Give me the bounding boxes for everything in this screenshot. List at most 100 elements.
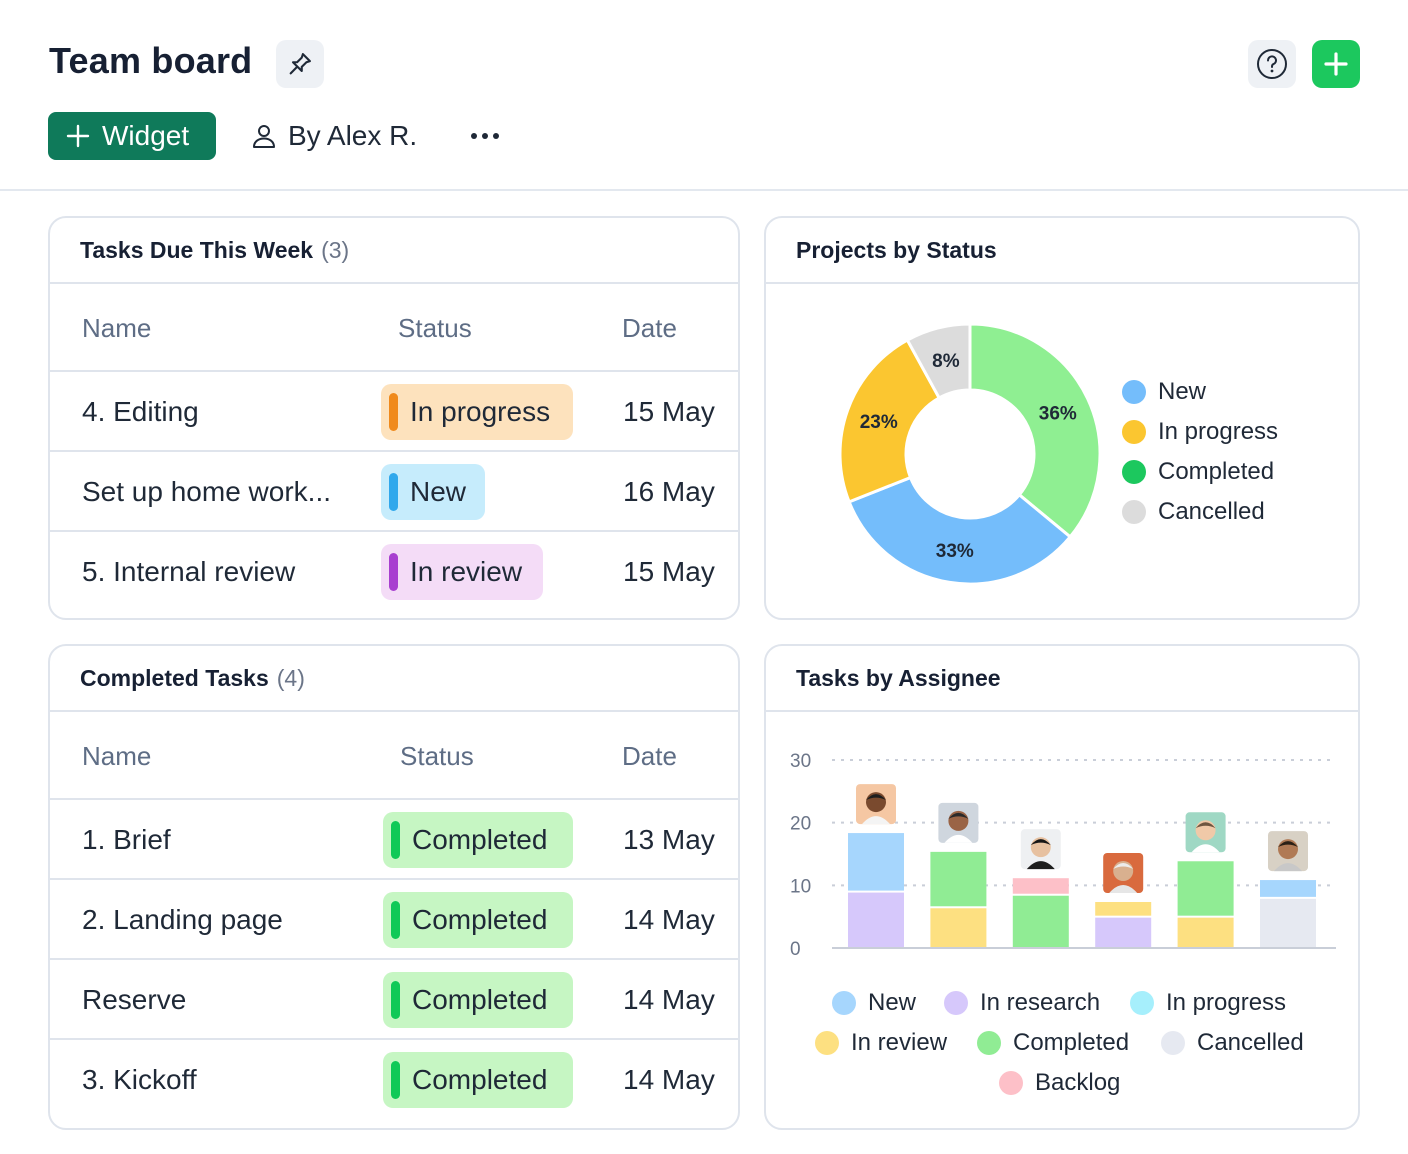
donut-slice-in-progress[interactable] xyxy=(838,338,942,504)
column-date[interactable]: Date xyxy=(622,740,677,771)
donut-label-cancelled: 8% xyxy=(932,351,960,372)
y-tick-label: 10 xyxy=(790,876,811,897)
task-name[interactable]: 1. Brief xyxy=(82,824,171,855)
add-button[interactable] xyxy=(1312,40,1360,88)
column-name[interactable]: Name xyxy=(82,312,152,343)
add-widget-button[interactable]: Widget xyxy=(48,112,216,160)
task-date: 15 May xyxy=(623,556,715,587)
more-options-button[interactable] xyxy=(468,112,502,160)
legend-item-cancelled: Cancelled xyxy=(1122,498,1265,526)
status-badge[interactable]: Completed xyxy=(383,972,573,1028)
legend-item-new: New xyxy=(1122,378,1206,406)
table-row[interactable]: 4. Editing In progress 15 May xyxy=(50,372,738,452)
bar-segment-new[interactable] xyxy=(848,833,904,891)
legend-item-in-progress: In progress xyxy=(1122,418,1278,446)
board-header: Team board Widget By Alex R. xyxy=(0,0,1408,191)
bar-segment-cancelled[interactable] xyxy=(1260,898,1316,947)
table-row[interactable]: Set up home work... New 16 May xyxy=(50,452,738,532)
widget-title: Projects by Status xyxy=(796,236,997,263)
table-row[interactable]: 2. Landing page Completed 14 May xyxy=(50,880,738,960)
tasks-due-widget: Tasks Due This Week (3) Name Status Date… xyxy=(48,216,740,620)
widget-title: Tasks by Assignee xyxy=(796,664,1001,691)
bar-segment-in-review[interactable] xyxy=(1095,902,1152,916)
tasks-by-assignee-widget: Tasks by Assignee 0 10 20 30 New In researc… xyxy=(764,644,1360,1130)
status-badge[interactable]: New xyxy=(381,464,485,520)
widget-title: Tasks Due This Week xyxy=(80,236,314,263)
task-name[interactable]: Reserve xyxy=(82,984,187,1015)
task-date: 14 May xyxy=(623,1064,715,1095)
status-label: Completed xyxy=(412,1064,548,1095)
status-label: Completed xyxy=(412,904,548,935)
status-label: New xyxy=(410,476,467,507)
assignee-avatar[interactable] xyxy=(856,784,896,825)
assignee-avatar[interactable] xyxy=(1268,831,1308,872)
bar-segment-in-research[interactable] xyxy=(1095,917,1152,947)
table-row[interactable]: 5. Internal review In review 15 May xyxy=(50,532,738,612)
legend-item-new: New xyxy=(832,989,916,1017)
assignee-avatar[interactable] xyxy=(938,802,979,843)
assignee-bar-chart: 0 10 20 30 xyxy=(790,751,1336,960)
task-name[interactable]: 4. Editing xyxy=(82,396,199,427)
table-row[interactable]: 1. Brief Completed 13 May xyxy=(50,800,738,880)
donut-label-completed: 36% xyxy=(1039,404,1077,425)
bar-segment-completed[interactable] xyxy=(1177,861,1234,916)
widget-count: (3) xyxy=(321,236,350,263)
completed-tasks-widget: Completed Tasks (4) Name Status Date 1. … xyxy=(48,644,740,1130)
assignee-avatar[interactable] xyxy=(1185,812,1226,853)
donut-slice-new[interactable] xyxy=(847,475,1073,586)
bar-segment-completed[interactable] xyxy=(930,851,987,907)
donut-label-in-progress: 23% xyxy=(860,412,898,433)
widget-header: Projects by Status xyxy=(766,218,1358,284)
widget-header: Tasks by Assignee xyxy=(766,646,1358,712)
legend-item-in-review: In review xyxy=(815,1029,947,1057)
help-button[interactable] xyxy=(1248,40,1296,88)
task-name[interactable]: 3. Kickoff xyxy=(82,1064,197,1095)
assignee-avatar[interactable] xyxy=(1103,853,1144,893)
task-name[interactable]: 5. Internal review xyxy=(82,556,296,587)
column-date[interactable]: Date xyxy=(622,312,677,343)
column-status[interactable]: Status xyxy=(400,740,474,771)
plus-icon xyxy=(66,124,90,148)
projects-by-status-widget: Projects by Status 36% 33% 23% 8% New In pr… xyxy=(764,216,1360,620)
y-tick-label: 20 xyxy=(790,814,811,835)
bar-segment-new[interactable] xyxy=(1260,880,1316,897)
legend-item-completed: Completed xyxy=(1122,458,1274,486)
owner-label: By Alex R. xyxy=(288,120,418,151)
task-date: 14 May xyxy=(623,984,715,1015)
task-name[interactable]: Set up home work... xyxy=(82,476,332,507)
widget-title: Completed Tasks xyxy=(80,664,269,691)
column-name[interactable]: Name xyxy=(82,740,152,771)
status-badge[interactable]: In review xyxy=(381,544,543,600)
column-status[interactable]: Status xyxy=(398,312,472,343)
donut-slice-cancelled[interactable] xyxy=(905,322,972,400)
task-date: 16 May xyxy=(623,476,715,507)
owner-filter[interactable]: By Alex R. xyxy=(250,112,417,160)
table-header: Name Status Date xyxy=(50,284,738,372)
plus-icon xyxy=(1324,52,1348,76)
donut-slice-completed[interactable] xyxy=(968,322,1102,539)
bar-segment-in-research[interactable] xyxy=(848,892,904,947)
widget-header: Tasks Due This Week (3) xyxy=(50,218,738,284)
status-badge[interactable]: Completed xyxy=(383,812,573,868)
y-tick-label: 30 xyxy=(790,751,811,772)
bar-segment-in-review[interactable] xyxy=(930,908,987,947)
status-label: Completed xyxy=(412,824,548,855)
assignee-avatar[interactable] xyxy=(1020,829,1061,870)
status-badge[interactable]: Completed xyxy=(383,1052,573,1108)
table-row[interactable]: Reserve Completed 14 May xyxy=(50,960,738,1040)
bar-segment-backlog[interactable] xyxy=(1012,878,1069,894)
status-donut-chart: 36% 33% 23% 8% xyxy=(838,322,1102,586)
task-name[interactable]: 2. Landing page xyxy=(82,904,283,935)
bar-segment-completed[interactable] xyxy=(1012,895,1069,947)
status-badge[interactable]: Completed xyxy=(383,892,573,948)
status-label: In progress xyxy=(410,396,551,427)
pin-button[interactable] xyxy=(276,40,324,88)
legend-item-in-research: In research xyxy=(944,989,1100,1017)
page-title: Team board xyxy=(49,40,253,81)
bar-segment-in-review[interactable] xyxy=(1177,917,1234,947)
task-date: 14 May xyxy=(623,904,715,935)
pin-icon xyxy=(289,53,311,75)
task-date: 15 May xyxy=(623,396,715,427)
table-row[interactable]: 3. Kickoff Completed 14 May xyxy=(50,1040,738,1120)
status-badge[interactable]: In progress xyxy=(381,384,573,440)
